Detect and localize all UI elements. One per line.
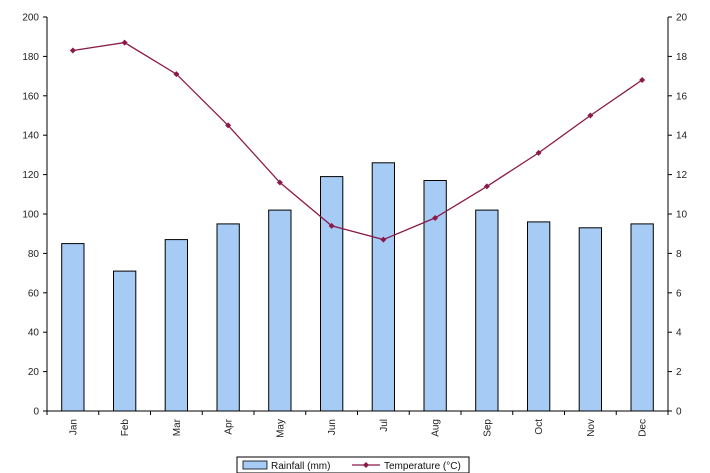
temperature-point	[121, 39, 128, 46]
axes: 0 20 40 60 80 100 120 140 160 180 200 0 2 4 6 8 10 12 14 16…	[22, 13, 687, 438]
x-tick-label: Oct	[534, 419, 545, 435]
x-tick-label: Jun	[327, 419, 338, 435]
rainfall-bar	[320, 176, 344, 412]
rainfall-bar	[371, 162, 396, 412]
left-tick-label: 100	[22, 210, 39, 221]
left-tick-label: 200	[22, 13, 39, 24]
temperature-point	[535, 149, 542, 156]
x-tick-label: May	[275, 419, 286, 438]
temperature-point	[639, 77, 646, 84]
right-tick-label: 0	[676, 407, 682, 418]
right-tick-label: 12	[676, 170, 688, 181]
x-tick-label: Sep	[482, 419, 493, 437]
left-tick-label: 20	[28, 367, 40, 378]
x-tick-label: Dec	[638, 419, 649, 437]
rainfall-bar	[475, 209, 499, 412]
temperature-point	[587, 112, 594, 119]
right-tick-label: 18	[676, 52, 688, 63]
temperature-point	[225, 122, 232, 129]
rainfall-bar	[61, 243, 85, 412]
legend: Rainfall (mm) Temperature (°C)	[236, 456, 470, 473]
left-tick-label: 120	[22, 170, 39, 181]
rainfall-bar	[630, 223, 654, 412]
legend-label-rainfall: Rainfall (mm)	[271, 461, 330, 472]
rainfall-bar	[113, 270, 137, 412]
legend-swatch-rainfall	[242, 460, 268, 470]
temperature-point	[328, 222, 335, 229]
x-tick-label: Feb	[120, 419, 131, 437]
temperature-point	[69, 47, 76, 54]
temperature-line	[69, 39, 646, 243]
rainfall-bar	[527, 221, 551, 412]
x-tick-label: Nov	[586, 419, 597, 437]
x-tick-label: Aug	[431, 419, 442, 437]
right-tick-label: 8	[676, 249, 682, 260]
right-tick-label: 2	[676, 367, 682, 378]
rainfall-bar	[164, 239, 188, 412]
left-tick-label: 60	[28, 288, 40, 299]
right-tick-label: 14	[676, 131, 688, 142]
x-tick-label: Jul	[379, 419, 390, 432]
legend-label-temperature: Temperature (°C)	[384, 461, 461, 472]
temperature-point	[483, 183, 490, 190]
left-tick-label: 40	[28, 328, 40, 339]
right-tick-label: 16	[676, 91, 688, 102]
right-tick-label: 20	[676, 13, 688, 24]
temperature-series-line	[72, 41, 643, 241]
right-tick-label: 4	[676, 328, 682, 339]
left-tick-label: 160	[22, 91, 39, 102]
rainfall-bar	[578, 227, 603, 412]
x-tick-label: Apr	[224, 418, 235, 434]
temperature-point	[276, 179, 283, 186]
temperature-point	[380, 236, 387, 243]
right-tick-label: 10	[676, 210, 688, 221]
temperature-point	[432, 214, 439, 221]
x-tick-label: Jan	[68, 419, 79, 435]
left-tick-label: 80	[28, 249, 40, 260]
legend-marker-temperature	[363, 462, 369, 468]
rainfall-bars	[61, 162, 654, 412]
rainfall-bar	[268, 209, 292, 412]
left-tick-label: 140	[22, 131, 39, 142]
rainfall-bar	[216, 223, 240, 412]
right-tick-label: 6	[676, 288, 682, 299]
x-tick-label: Mar	[172, 418, 183, 436]
temperature-point	[173, 71, 180, 78]
left-tick-label: 0	[33, 407, 39, 418]
left-tick-label: 180	[22, 52, 39, 63]
